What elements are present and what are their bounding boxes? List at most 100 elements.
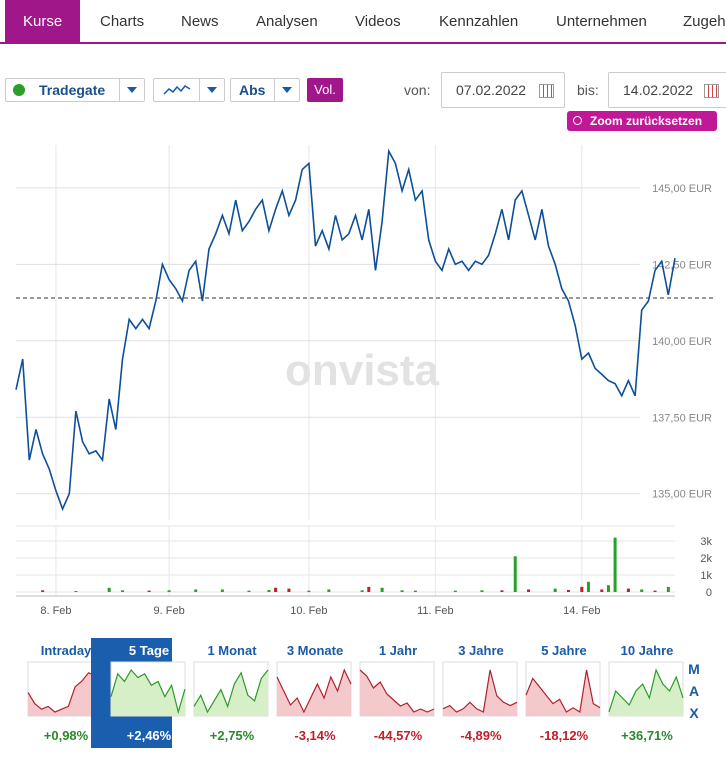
y-tick-label: 135,00 EUR bbox=[652, 489, 712, 501]
y-tick-label: 2k bbox=[700, 553, 712, 565]
period-label: 5 Tage bbox=[129, 643, 169, 658]
sparkline bbox=[608, 668, 684, 713]
volume-bar bbox=[194, 589, 198, 592]
tab[interactable]: Kennzahlen bbox=[439, 13, 519, 30]
sparkline bbox=[525, 669, 601, 713]
volume-bar bbox=[527, 589, 531, 592]
volume-bar bbox=[107, 587, 111, 592]
volume-bar bbox=[553, 588, 557, 592]
period-change: +2,46% bbox=[127, 728, 172, 743]
period-change: +36,71% bbox=[621, 728, 673, 743]
sparkline bbox=[27, 669, 103, 713]
period-label: 1 Monat bbox=[207, 643, 257, 658]
exchange: Tradegate bbox=[39, 82, 106, 98]
sparkline bbox=[442, 669, 518, 713]
volume-bar bbox=[640, 589, 644, 592]
max-button[interactable]: MAX bbox=[688, 661, 700, 721]
volume-bar bbox=[613, 537, 617, 592]
volume-bar bbox=[413, 590, 417, 592]
watermark: onvista bbox=[285, 346, 440, 395]
volume-bar bbox=[121, 590, 125, 592]
volume-bar bbox=[287, 588, 291, 592]
y-tick-label: 142,50 EUR bbox=[652, 259, 712, 271]
price-line bbox=[15, 148, 676, 512]
exchange-select[interactable]: Tradegate bbox=[5, 78, 145, 102]
tab[interactable]: News bbox=[181, 13, 219, 30]
spark-area bbox=[360, 670, 434, 716]
volume-bar bbox=[666, 586, 670, 592]
tab[interactable]: Kurse bbox=[5, 0, 81, 42]
volume-bar bbox=[307, 590, 311, 592]
to-label: bis: bbox=[577, 82, 599, 98]
volume-bar bbox=[74, 590, 78, 592]
volume-bar bbox=[360, 590, 364, 592]
tab[interactable]: Videos bbox=[355, 13, 401, 30]
volume-bar bbox=[267, 589, 271, 592]
volume-bar bbox=[247, 590, 251, 592]
period-change: -18,12% bbox=[540, 728, 589, 743]
y-tick-label: 0 bbox=[706, 587, 712, 599]
volume-bar bbox=[626, 588, 630, 592]
volume-bar bbox=[480, 590, 484, 592]
volume-bar bbox=[600, 589, 604, 592]
tab-bar: Kurse Charts News Analysen Videos Kennzahlen U… bbox=[0, 0, 726, 44]
period-change: +2,75% bbox=[210, 728, 255, 743]
from-date: 07.02.2022 bbox=[456, 82, 527, 98]
x-tick-label: 8. Feb bbox=[40, 605, 71, 617]
y-tick-label: 137,50 EUR bbox=[652, 412, 712, 424]
x-tick-label: 10. Feb bbox=[290, 605, 327, 617]
volume-bar bbox=[367, 586, 371, 592]
to-input[interactable]: 14.02.2022 bbox=[608, 72, 726, 108]
period-label: 5 Jahre bbox=[541, 643, 587, 658]
spark-area bbox=[609, 670, 683, 716]
volume-bar bbox=[147, 590, 151, 592]
volume-bar bbox=[167, 590, 171, 592]
chart-type-select[interactable] bbox=[153, 78, 225, 102]
volume-bar bbox=[500, 590, 504, 592]
scale-select[interactable]: Abs bbox=[230, 78, 300, 102]
tab[interactable]: Analysen bbox=[256, 13, 318, 30]
sparkline bbox=[359, 669, 435, 713]
y-tick-label: 3k bbox=[700, 536, 712, 548]
sparkline bbox=[276, 668, 352, 714]
period-change: -44,57% bbox=[374, 728, 423, 743]
tab[interactable]: Charts bbox=[100, 13, 145, 30]
period-change: +0,98% bbox=[44, 728, 89, 743]
volume-bar bbox=[580, 586, 584, 592]
from-input[interactable]: 07.02.2022 bbox=[441, 72, 565, 108]
x-tick-label: 14. Feb bbox=[563, 605, 600, 617]
volume-bar bbox=[453, 590, 457, 592]
scale: Abs bbox=[239, 82, 266, 98]
zoom-reset-text: Zoom zurücksetzen bbox=[590, 114, 703, 128]
spark-area bbox=[111, 670, 185, 716]
sparkline bbox=[193, 669, 269, 714]
tab[interactable]: Unternehmen bbox=[556, 13, 647, 30]
spark-area bbox=[443, 670, 517, 716]
volume-bar bbox=[653, 590, 657, 592]
volume-toggle[interactable]: Vol. bbox=[307, 78, 343, 102]
volume-bar bbox=[606, 585, 610, 592]
zoom-reset-button[interactable]: Zoom zurücksetzen bbox=[567, 111, 717, 131]
period-label: 10 Jahre bbox=[621, 643, 674, 658]
volume-bar bbox=[380, 587, 384, 592]
volume-bar bbox=[400, 590, 404, 592]
volume-bar bbox=[41, 590, 45, 592]
tab[interactable]: Zugeh bbox=[683, 13, 726, 30]
spark-area bbox=[28, 670, 102, 716]
volume-bar bbox=[586, 581, 590, 592]
period-label: 3 Jahre bbox=[458, 643, 504, 658]
volume-bar bbox=[513, 556, 517, 592]
line-icon bbox=[163, 85, 191, 95]
volume-bar bbox=[274, 587, 278, 592]
period-label: Intraday bbox=[41, 643, 92, 658]
from-label: von: bbox=[404, 82, 431, 98]
y-tick-label: 1k bbox=[700, 570, 712, 582]
to-date: 14.02.2022 bbox=[623, 82, 694, 98]
period-label: 1 Jahr bbox=[379, 643, 417, 658]
period-change: -4,89% bbox=[460, 728, 502, 743]
volume-bar bbox=[220, 589, 224, 592]
y-tick-label: 145,00 EUR bbox=[652, 183, 712, 195]
sparkline bbox=[110, 668, 186, 715]
